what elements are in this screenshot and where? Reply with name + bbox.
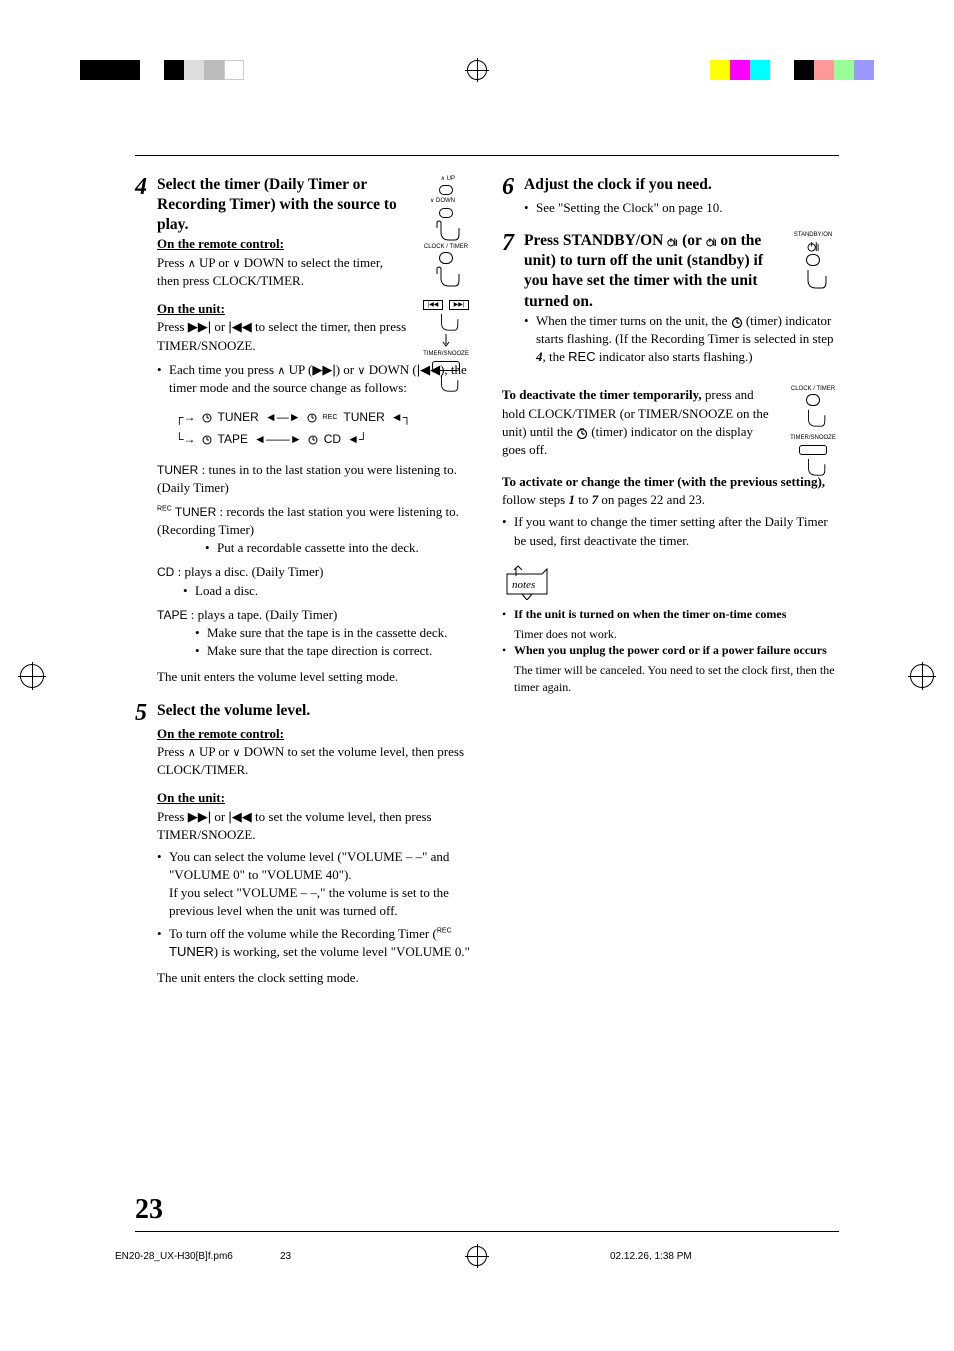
note-2-text: The timer will be canceled. You need to … (514, 662, 839, 696)
registration-target-bottom-icon (467, 1246, 487, 1266)
footer-datetime: 02.12.26, 1:38 PM (610, 1251, 692, 1262)
step-6: 6 Adjust the clock if you need. •See "Se… (502, 175, 839, 217)
step-4-remote-label: On the remote control: (157, 235, 402, 253)
footer-page: 23 (280, 1251, 291, 1262)
step-5-remote-text: Press ∧ UP or ∨ DOWN to set the volume l… (157, 743, 472, 780)
left-column: 4 Select the timer (Daily Timer or Recor… (135, 175, 472, 1001)
step-5-bullet-1: • You can select the volume level ("VOLU… (157, 848, 472, 921)
footer-file: EN20-28_UX-H30[B]f.pm6 (115, 1251, 233, 1262)
power-icon (667, 236, 678, 248)
mode-rec-tuner: REC TUNER : records the last station you… (157, 503, 472, 558)
registration-target-icon (467, 60, 487, 80)
step-5-unit-label: On the unit: (157, 789, 472, 807)
right-column: 6 Adjust the clock if you need. •See "Se… (502, 175, 839, 1001)
step-5-unit-text: Press ▶▶| or |◀◀ to set the volume level… (157, 808, 472, 844)
step-7-title: Press STANDBY/ON (or on the unit) to tur… (524, 231, 769, 312)
activate-bullet: •If you want to change the timer setting… (502, 513, 839, 549)
deactivate-timer: To deactivate the timer temporarily, pre… (502, 386, 839, 459)
clock-timer-illustration: CLOCK / TIMER TIMER/SNOOZE (782, 386, 844, 478)
step-5-title: Select the volume level. (157, 701, 402, 721)
step-6-number: 6 (502, 175, 514, 199)
header-rule (135, 155, 839, 156)
reg-left-blocks (80, 60, 244, 80)
standby-button-illustration: STANDBY/ON (782, 231, 844, 291)
step-5-remote-label: On the remote control: (157, 725, 472, 743)
activate-timer: To activate or change the timer (with th… (502, 473, 839, 550)
step-5-number: 5 (135, 701, 147, 725)
mode-tuner: TUNER : tunes in to the last station you… (157, 461, 472, 497)
step-6-title: Adjust the clock if you need. (524, 175, 839, 195)
side-target-left-icon (20, 664, 44, 688)
mode-cd: CD : plays a disc. (Daily Timer) •Load a… (157, 563, 472, 599)
power-icon (706, 236, 717, 248)
step-4-title: Select the timer (Daily Timer or Recordi… (157, 175, 402, 235)
step-5-bullet-2: • To turn off the volume while the Recor… (157, 925, 472, 961)
unit-buttons-illustration: |◀◀ ▶▶| TIMER/SNOOZE (415, 300, 477, 394)
page-number: 23 (135, 1194, 163, 1226)
step-6-bullet: •See "Setting the Clock" on page 10. (524, 199, 839, 217)
footer: EN20-28_UX-H30[B]f.pm6 23 02.12.26, 1:38… (0, 1251, 954, 1281)
svg-text:notes: notes (512, 579, 535, 591)
timer-icon (731, 316, 743, 328)
step-4: 4 Select the timer (Daily Timer or Recor… (135, 175, 472, 687)
side-target-right-icon (910, 664, 934, 688)
remote-buttons-illustration: ∧ UP ∨ DOWN CLOCK / TIMER (415, 175, 477, 290)
step-7-number: 7 (502, 231, 514, 255)
step-4-number: 4 (135, 175, 147, 199)
step-4-remote-text: Press ∧ UP or ∨ DOWN to select the timer… (157, 254, 402, 291)
registration-marks-top (0, 60, 954, 100)
step-5-after: The unit enters the clock setting mode. (157, 969, 472, 987)
note-2: • When you unplug the power cord or if a… (502, 642, 839, 659)
note-1-text: Timer does not work. (514, 626, 839, 643)
step-7: 7 Press STANDBY/ON (or on the unit) to t… (502, 231, 839, 366)
step-5: 5 Select the volume level. On the remote… (135, 701, 472, 988)
timer-icon (576, 427, 588, 439)
step-7-bullet: • When the timer turns on the unit, the … (524, 312, 839, 367)
reg-right-blocks (710, 60, 874, 80)
timer-mode-flow: ┌→ TUNER ◄—► RECTUNER ◄┐ └→ TAPE ◄——► CD… (175, 407, 472, 450)
step-4-after: The unit enters the volume level setting… (157, 668, 472, 686)
notes-icon: notes (502, 564, 839, 600)
mode-tape: TAPE : plays a tape. (Daily Timer) •Make… (157, 606, 472, 661)
note-1: • If the unit is turned on when the time… (502, 606, 839, 623)
page-content: 4 Select the timer (Daily Timer or Recor… (135, 175, 839, 1001)
